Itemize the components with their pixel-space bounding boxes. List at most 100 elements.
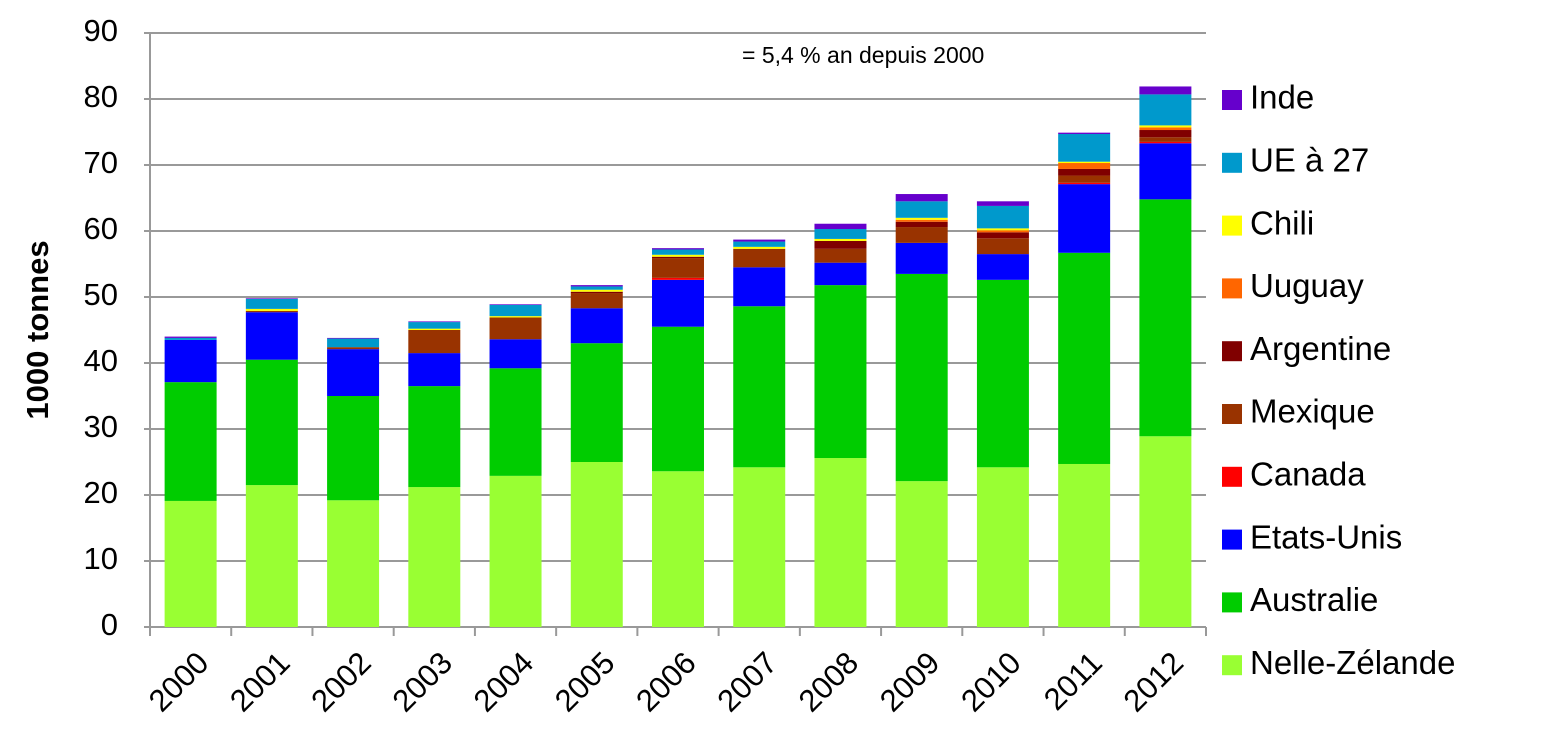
annotation: = 5,4 % an depuis 2000 (742, 42, 984, 68)
y-tick-label: 30 (84, 409, 118, 444)
bar-segment (408, 353, 461, 387)
bar-segment (570, 285, 623, 287)
legend-label: Chili (1250, 204, 1314, 241)
bar-segment (814, 248, 867, 263)
x-tick-label: 2011 (1037, 645, 1109, 717)
y-tick-label: 0 (101, 607, 118, 642)
bar-segment (570, 343, 623, 462)
bar-segment (652, 279, 704, 327)
bar-segment (1139, 141, 1192, 144)
bar-segment (652, 249, 704, 255)
x-tick-label: 2009 (873, 645, 947, 719)
bar-segment (733, 267, 786, 307)
legend-label: Nelle-Zélande (1250, 644, 1455, 681)
y-tick-label: 70 (84, 145, 118, 180)
bar-segment (1139, 86, 1192, 95)
legend-label: Inde (1250, 79, 1314, 116)
bar-segment (245, 359, 298, 486)
bar-segment (1058, 463, 1111, 627)
legend-label: Uuguay (1250, 267, 1364, 304)
bar-segment (164, 382, 217, 501)
legend-label: UE à 27 (1250, 142, 1369, 179)
legend-label: Argentine (1250, 330, 1391, 367)
bar-segment (976, 205, 1029, 229)
bar-segment (327, 396, 380, 501)
bar-segment (895, 242, 948, 274)
bar-segment (1139, 436, 1192, 627)
bar-segment (489, 368, 542, 476)
bar-segment (976, 232, 1029, 239)
bar-segment (245, 298, 298, 309)
bar-segment (895, 273, 948, 482)
bar-segment (652, 254, 704, 257)
bar-segment (570, 289, 623, 292)
bar-segment (570, 462, 623, 627)
legend-label: Canada (1250, 456, 1366, 493)
bar-segment (814, 262, 867, 286)
legend-swatch (1222, 90, 1242, 110)
bar-segment (814, 240, 867, 249)
bar-segment (895, 194, 948, 202)
bar-segment (1139, 143, 1192, 200)
bar-segment (652, 258, 704, 278)
bar-segment (408, 321, 461, 323)
bar-segment (245, 312, 298, 360)
bar-segment (1139, 130, 1192, 138)
bar-segment (327, 338, 380, 348)
bar-segment (1139, 199, 1192, 437)
bar-segment (1058, 168, 1111, 176)
legend-swatch (1222, 466, 1242, 487)
bar-segment (408, 322, 461, 329)
x-tick-label: 2007 (710, 645, 784, 719)
bar-segment (327, 349, 380, 396)
y-tick-label: 40 (84, 343, 118, 378)
bar-segment (976, 279, 1029, 468)
legend-swatch (1222, 592, 1242, 613)
bar-segment (1058, 175, 1111, 183)
bar-segment (164, 500, 217, 627)
bar-segment (570, 293, 623, 309)
bar-segment (408, 330, 461, 354)
bar-segment (570, 286, 623, 290)
bar-segment (895, 201, 948, 218)
x-tick-label: 2008 (792, 645, 866, 719)
bar-segment (976, 254, 1029, 280)
bar-segment (652, 326, 704, 472)
bar-segment (164, 339, 217, 383)
bar-segment (489, 339, 542, 369)
bar-segment (895, 221, 948, 228)
bar-segment (1139, 94, 1192, 126)
bar-segment (814, 223, 867, 230)
bar-segment (652, 248, 704, 250)
bar-segment (1058, 132, 1111, 134)
y-tick-label: 50 (84, 277, 118, 312)
bar-segment (489, 317, 542, 340)
legend-swatch (1222, 655, 1242, 676)
bar-segment (733, 306, 786, 468)
bar-segment (489, 316, 542, 318)
bar-segment (1139, 127, 1192, 131)
bar-segment (814, 238, 867, 241)
y-tick-label: 90 (84, 13, 118, 48)
bar-segment (976, 201, 1029, 206)
x-tick-label: 2006 (629, 645, 703, 719)
bar-segment (1058, 184, 1111, 253)
bar-segment (164, 336, 217, 338)
bar-segment (489, 304, 542, 317)
y-tick-label: 80 (84, 79, 118, 114)
bar-segment (976, 228, 1029, 231)
legend-swatch (1222, 341, 1242, 362)
bar-segment (1058, 161, 1111, 164)
bar-segment (408, 328, 461, 330)
bar-segment (408, 487, 461, 627)
bar-segment (489, 475, 542, 627)
bar-segment (245, 310, 298, 313)
x-tick-label: 2004 (467, 645, 541, 719)
bar-segment (976, 238, 1029, 255)
legend-swatch (1222, 215, 1242, 236)
bar-segment (408, 386, 461, 488)
bar-segment (1139, 137, 1192, 142)
bar-segment (1058, 133, 1111, 162)
bar-segment (814, 285, 867, 459)
